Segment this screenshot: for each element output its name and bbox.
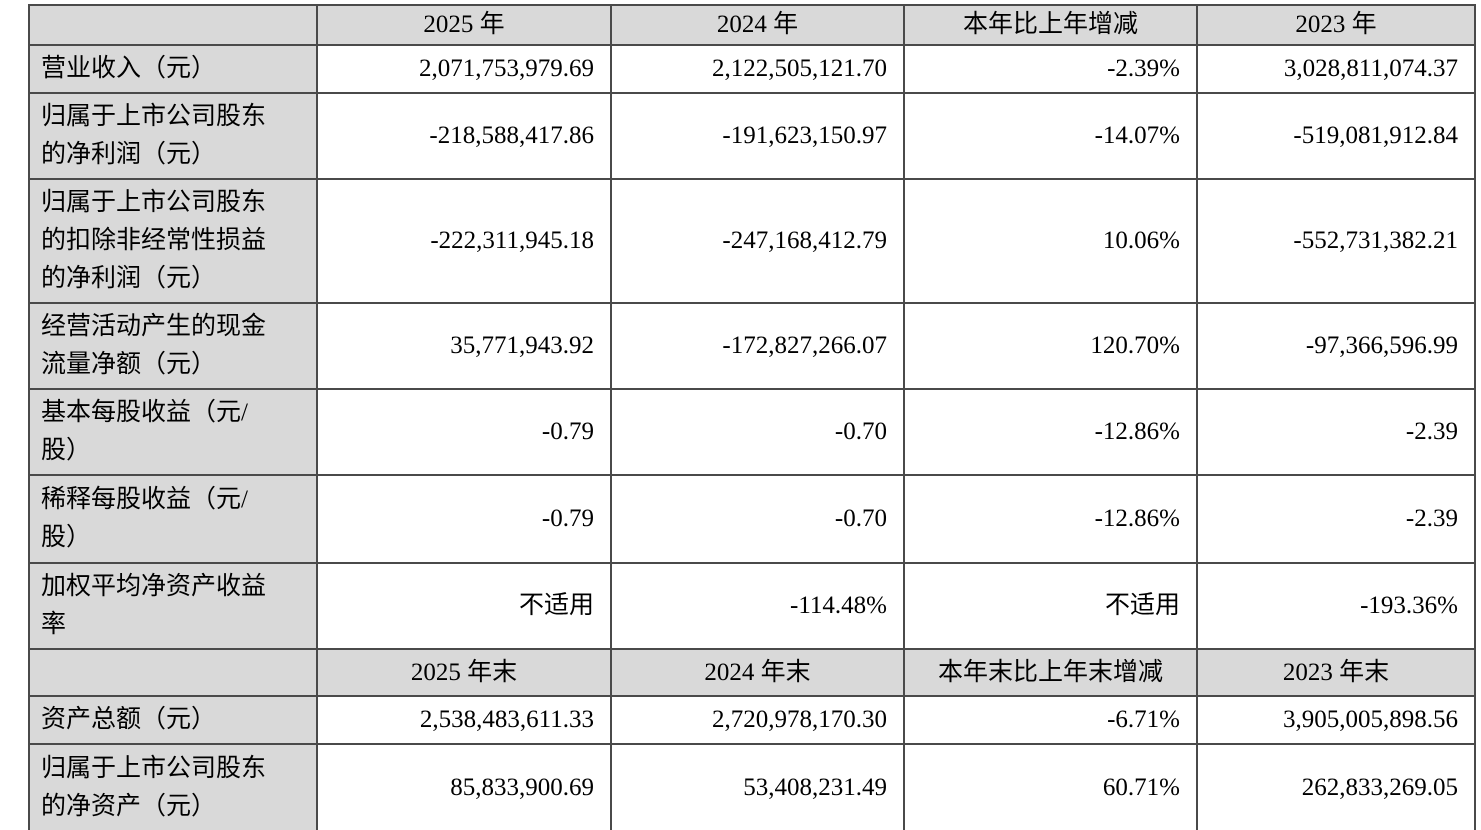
column-header-2025: 2025 年 bbox=[316, 4, 612, 46]
metric-value-2025: 2,538,483,611.33 bbox=[316, 695, 612, 745]
metric-value-2023: -193.36% bbox=[1196, 562, 1476, 650]
metric-value-2025: 35,771,943.92 bbox=[316, 302, 612, 390]
metric-value-2023: 3,028,811,074.37 bbox=[1196, 44, 1476, 94]
metric-value-change: 60.71% bbox=[903, 743, 1198, 830]
column-header-2024-year-end: 2024 年末 bbox=[610, 648, 905, 697]
metric-label: 归属于上市公司股东 的扣除非经常性损益 的净利润（元） bbox=[28, 178, 318, 304]
table-row-diluted-eps: 稀释每股收益（元/ 股） -0.79 -0.70 -12.86% -2.39 bbox=[28, 474, 1476, 564]
column-header-yoy-change: 本年比上年增减 bbox=[903, 4, 1198, 46]
metric-value-2024: -0.70 bbox=[610, 388, 905, 476]
metric-value-2025: -0.79 bbox=[316, 474, 612, 564]
metric-label: 营业收入（元） bbox=[28, 44, 318, 94]
table-header-row-annual: 2025 年 2024 年 本年比上年增减 2023 年 bbox=[28, 4, 1476, 46]
table-row-net-profit-excl-nonrecurring: 归属于上市公司股东 的扣除非经常性损益 的净利润（元） -222,311,945… bbox=[28, 178, 1476, 304]
metric-label: 经营活动产生的现金 流量净额（元） bbox=[28, 302, 318, 390]
metric-value-change: -14.07% bbox=[903, 92, 1198, 180]
metric-value-2024: -191,623,150.97 bbox=[610, 92, 905, 180]
table-row-net-assets: 归属于上市公司股东 的净资产（元） 85,833,900.69 53,408,2… bbox=[28, 743, 1476, 830]
column-header-year-end-change: 本年末比上年末增减 bbox=[903, 648, 1198, 697]
column-header-2023: 2023 年 bbox=[1196, 4, 1476, 46]
metric-value-2025: 2,071,753,979.69 bbox=[316, 44, 612, 94]
metric-value-2023: -2.39 bbox=[1196, 474, 1476, 564]
metric-value-change: -12.86% bbox=[903, 388, 1198, 476]
metric-value-change: 10.06% bbox=[903, 178, 1198, 304]
metric-value-2023: -2.39 bbox=[1196, 388, 1476, 476]
metric-value-2025: -222,311,945.18 bbox=[316, 178, 612, 304]
metric-value-2023: -552,731,382.21 bbox=[1196, 178, 1476, 304]
metric-value-2024: -172,827,266.07 bbox=[610, 302, 905, 390]
metric-value-2023: -519,081,912.84 bbox=[1196, 92, 1476, 180]
metric-label: 资产总额（元） bbox=[28, 695, 318, 745]
column-header-2023-year-end: 2023 年末 bbox=[1196, 648, 1476, 697]
metric-value-2024: 53,408,231.49 bbox=[610, 743, 905, 830]
header-corner-cell bbox=[28, 648, 318, 697]
metric-label: 归属于上市公司股东 的净利润（元） bbox=[28, 92, 318, 180]
metric-value-2023: -97,366,596.99 bbox=[1196, 302, 1476, 390]
metric-label: 加权平均净资产收益 率 bbox=[28, 562, 318, 650]
table-row-basic-eps: 基本每股收益（元/ 股） -0.79 -0.70 -12.86% -2.39 bbox=[28, 388, 1476, 476]
metric-value-2023: 3,905,005,898.56 bbox=[1196, 695, 1476, 745]
metric-value-2024: -114.48% bbox=[610, 562, 905, 650]
financial-summary-table: 2025 年 2024 年 本年比上年增减 2023 年 营业收入（元） 2,0… bbox=[28, 4, 1476, 830]
metric-label: 归属于上市公司股东 的净资产（元） bbox=[28, 743, 318, 830]
metric-value-2025: 不适用 bbox=[316, 562, 612, 650]
table-row-revenue: 营业收入（元） 2,071,753,979.69 2,122,505,121.7… bbox=[28, 44, 1476, 94]
metric-value-2025: 85,833,900.69 bbox=[316, 743, 612, 830]
metric-value-2024: 2,720,978,170.30 bbox=[610, 695, 905, 745]
metric-value-2025: -218,588,417.86 bbox=[316, 92, 612, 180]
table-row-operating-cash-flow: 经营活动产生的现金 流量净额（元） 35,771,943.92 -172,827… bbox=[28, 302, 1476, 390]
table-row-total-assets: 资产总额（元） 2,538,483,611.33 2,720,978,170.3… bbox=[28, 695, 1476, 745]
metric-value-2024: -0.70 bbox=[610, 474, 905, 564]
column-header-2025-year-end: 2025 年末 bbox=[316, 648, 612, 697]
metric-value-change: 不适用 bbox=[903, 562, 1198, 650]
table-row-net-profit: 归属于上市公司股东 的净利润（元） -218,588,417.86 -191,6… bbox=[28, 92, 1476, 180]
metric-value-change: -6.71% bbox=[903, 695, 1198, 745]
metric-value-2025: -0.79 bbox=[316, 388, 612, 476]
metric-value-2024: 2,122,505,121.70 bbox=[610, 44, 905, 94]
metric-value-2023: 262,833,269.05 bbox=[1196, 743, 1476, 830]
metric-label: 稀释每股收益（元/ 股） bbox=[28, 474, 318, 564]
metric-value-change: -12.86% bbox=[903, 474, 1198, 564]
financial-summary-table-wrapper: 2025 年 2024 年 本年比上年增减 2023 年 营业收入（元） 2,0… bbox=[28, 4, 1476, 830]
metric-value-change: 120.70% bbox=[903, 302, 1198, 390]
header-corner-cell bbox=[28, 4, 318, 46]
metric-value-2024: -247,168,412.79 bbox=[610, 178, 905, 304]
metric-value-change: -2.39% bbox=[903, 44, 1198, 94]
table-header-row-year-end: 2025 年末 2024 年末 本年末比上年末增减 2023 年末 bbox=[28, 648, 1476, 697]
table-row-weighted-avg-roe: 加权平均净资产收益 率 不适用 -114.48% 不适用 -193.36% bbox=[28, 562, 1476, 650]
metric-label: 基本每股收益（元/ 股） bbox=[28, 388, 318, 476]
column-header-2024: 2024 年 bbox=[610, 4, 905, 46]
